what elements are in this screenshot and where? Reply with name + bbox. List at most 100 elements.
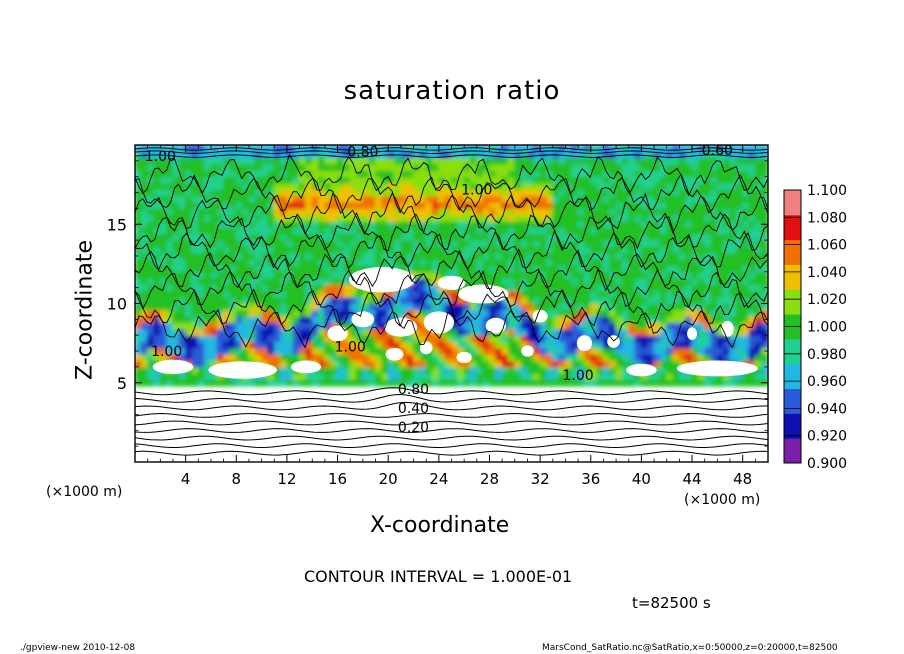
field-cell bbox=[356, 341, 364, 349]
field-cell bbox=[602, 150, 611, 159]
field-cell bbox=[735, 157, 744, 165]
field-cell bbox=[299, 226, 307, 235]
field-cell bbox=[742, 290, 750, 298]
field-cell bbox=[729, 214, 737, 222]
field-cell bbox=[514, 233, 522, 241]
field-cell bbox=[457, 264, 465, 273]
field-cell bbox=[159, 258, 168, 266]
field-cell bbox=[476, 182, 484, 190]
field-cell bbox=[571, 239, 579, 247]
field-cell bbox=[242, 379, 250, 387]
field-cell bbox=[273, 157, 282, 165]
field-cell bbox=[482, 176, 490, 184]
field-cell bbox=[577, 277, 585, 285]
field-cell bbox=[577, 264, 585, 273]
field-cell bbox=[140, 188, 149, 197]
field-cell bbox=[286, 309, 294, 317]
field-cell bbox=[147, 379, 155, 387]
field-cell bbox=[716, 188, 725, 197]
field-cell bbox=[318, 169, 326, 178]
field-cell bbox=[318, 353, 326, 362]
field-cell bbox=[533, 226, 541, 235]
field-cell bbox=[394, 303, 402, 311]
field-cell bbox=[413, 157, 421, 165]
field-cell bbox=[742, 245, 750, 254]
field-cell bbox=[558, 271, 566, 279]
field-cell bbox=[305, 195, 313, 203]
field-cell bbox=[653, 341, 661, 349]
field-cell bbox=[469, 145, 478, 152]
field-cell bbox=[375, 258, 383, 266]
field-cell bbox=[387, 226, 396, 235]
field-cell bbox=[387, 207, 396, 216]
field-cell bbox=[223, 264, 231, 273]
field-cell bbox=[280, 150, 288, 159]
field-cell bbox=[716, 245, 725, 254]
field-cell bbox=[185, 303, 193, 311]
field-cell bbox=[286, 315, 294, 324]
field-cell bbox=[311, 334, 320, 343]
field-cell bbox=[330, 163, 339, 171]
field-cell bbox=[406, 264, 415, 273]
field-cell bbox=[343, 309, 351, 317]
field-cell bbox=[754, 150, 763, 159]
field-cell bbox=[552, 163, 560, 171]
field-cell bbox=[197, 214, 206, 222]
field-cell bbox=[387, 296, 396, 304]
field-cell bbox=[761, 271, 768, 279]
field-cell bbox=[394, 182, 402, 190]
field-cell bbox=[685, 347, 693, 355]
field-cell bbox=[305, 315, 313, 324]
field-cell bbox=[451, 150, 459, 159]
field-cell bbox=[710, 239, 718, 247]
y-axis-label: Z-coordinate bbox=[72, 240, 98, 380]
field-cell bbox=[318, 341, 326, 349]
field-cell bbox=[356, 296, 364, 304]
field-cell bbox=[590, 150, 598, 159]
field-cell bbox=[716, 220, 725, 228]
field-cell bbox=[495, 271, 503, 279]
field-cell bbox=[495, 176, 503, 184]
field-cell bbox=[185, 322, 193, 330]
field-cell bbox=[457, 188, 465, 197]
field-cell bbox=[672, 214, 680, 222]
field-cell bbox=[552, 195, 560, 203]
field-cell bbox=[432, 353, 440, 362]
field-cell bbox=[469, 322, 478, 330]
field-cell bbox=[229, 341, 237, 349]
field-cell bbox=[672, 182, 680, 190]
field-cell bbox=[754, 195, 763, 203]
field-cell bbox=[356, 145, 364, 152]
field-cell bbox=[666, 182, 674, 190]
contour-label: 1.00 bbox=[461, 182, 492, 198]
field-cell bbox=[387, 239, 396, 247]
field-cell bbox=[659, 328, 668, 336]
field-cell bbox=[596, 290, 604, 298]
field-cell bbox=[299, 188, 307, 197]
field-cell bbox=[742, 379, 750, 387]
field-cell bbox=[425, 145, 434, 152]
field-cell bbox=[223, 233, 231, 241]
field-cell bbox=[166, 296, 174, 304]
field-cell bbox=[159, 309, 168, 317]
field-cell bbox=[507, 296, 516, 304]
field-cell bbox=[444, 245, 452, 254]
field-cell bbox=[324, 220, 332, 228]
field-cell bbox=[191, 303, 199, 311]
field-cell bbox=[514, 163, 522, 171]
field-cell bbox=[526, 214, 535, 222]
field-cell bbox=[628, 157, 636, 165]
field-cell bbox=[615, 214, 623, 222]
field-cell bbox=[564, 226, 573, 235]
field-cell bbox=[311, 347, 320, 355]
field-cell bbox=[457, 258, 465, 266]
field-cell bbox=[583, 353, 592, 362]
field-cell bbox=[602, 226, 611, 235]
field-cell bbox=[223, 201, 231, 209]
field-cell bbox=[425, 163, 434, 171]
field-cell bbox=[501, 379, 509, 387]
field-cell bbox=[153, 201, 161, 209]
field-cell bbox=[324, 283, 332, 292]
field-cell bbox=[634, 271, 642, 279]
field-cell bbox=[678, 207, 687, 216]
